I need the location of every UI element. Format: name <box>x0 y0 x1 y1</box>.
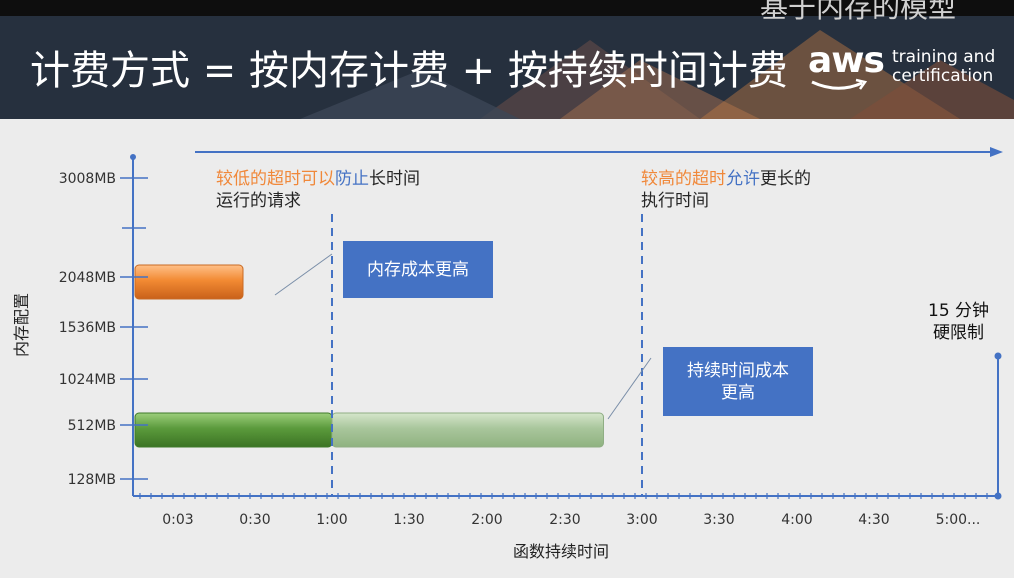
bar-0 <box>134 264 244 300</box>
high-timeout-part3: 更长的 <box>760 169 811 189</box>
logo-subtitle: training and certification <box>892 48 995 86</box>
memory-cost-text: 内存成本更高 <box>367 259 469 280</box>
header-background-shapes <box>300 30 1014 119</box>
axes <box>130 147 1003 500</box>
x-tick-label: 2:00 <box>471 512 502 528</box>
x-tick-label: 3:30 <box>703 512 734 528</box>
bars <box>134 264 604 448</box>
hard-limit-label: 15 分钟 硬限制 <box>928 300 989 344</box>
y-axis-label: 内存配置 <box>12 293 31 357</box>
bg-shape-4 <box>850 60 1014 119</box>
x-tick-label: 3:00 <box>626 512 657 528</box>
hard-limit-line2: 硬限制 <box>933 323 985 343</box>
low-timeout-line2: 运行的请求 <box>216 191 301 211</box>
slide-title: 计费方式 = 按内存计费 + 按持续时间计费 <box>30 48 788 94</box>
y-tick-label: 512MB <box>68 418 116 434</box>
y-tick-label: 128MB <box>68 472 116 488</box>
top-cropped-text: 基于内存的模型 <box>760 0 957 24</box>
bg-shape-5 <box>300 70 520 119</box>
x-tick-label: 1:30 <box>393 512 424 528</box>
aws-logo: aws <box>808 40 885 81</box>
duration-cost-line1: 持续时间成本 <box>687 360 789 381</box>
duration-cost-callout: 持续时间成本 更高 <box>663 347 813 416</box>
slide-header: 基于内存的模型 计费方式 = 按内存计费 + 按持续时间计费 aws train… <box>0 0 1014 119</box>
bg-shape-2 <box>560 60 760 119</box>
memory-callout-connector <box>274 253 333 296</box>
low-timeout-part2: 防止 <box>335 169 369 189</box>
y-axis-start-dot <box>130 154 136 160</box>
high-timeout-line2: 执行时间 <box>641 191 709 211</box>
duration-cost-line2: 更高 <box>721 382 755 403</box>
y-tick-label: 1024MB <box>59 372 116 388</box>
y-tick-label: 2048MB <box>59 270 116 286</box>
x-tick-label: 5:00... <box>936 512 981 528</box>
aws-smile-icon <box>811 78 868 90</box>
x-tick-label: 1:00 <box>316 512 347 528</box>
low-timeout-part1: 较低的超时可以 <box>216 169 335 189</box>
duration-callout-connector <box>607 357 652 420</box>
x-tick-label: 0:03 <box>162 512 193 528</box>
high-timeout-part1: 较高的超时 <box>641 169 726 189</box>
memory-cost-callout: 内存成本更高 <box>343 241 493 298</box>
bar-1 <box>134 412 333 448</box>
y-tick-label: 3008MB <box>59 171 116 187</box>
logo-subtitle-line2: certification <box>892 66 994 86</box>
reference-lines <box>274 214 1002 496</box>
top-strip <box>0 0 1014 16</box>
chart-area: 128MB 512MB 1024MB 1536MB 2048MB 3008MB 0:03 0:… <box>12 147 1003 561</box>
annotation-high-timeout: 较高的超时允许更长的 执行时间 <box>641 168 811 212</box>
ticks: 128MB 512MB 1024MB 1536MB 2048MB 3008MB 0:03 0:… <box>12 171 980 561</box>
x-tick-label: 0:30 <box>239 512 270 528</box>
bar-2 <box>331 412 604 448</box>
x-tick-label: 2:30 <box>549 512 580 528</box>
high-timeout-part2: 允许 <box>726 169 760 189</box>
y-tick-label: 1536MB <box>59 320 116 336</box>
x-tick-label: 4:00 <box>781 512 812 528</box>
x-tick-label: 4:30 <box>858 512 889 528</box>
hard-limit-line1: 15 分钟 <box>928 301 990 321</box>
low-timeout-part3: 长时间 <box>369 169 420 189</box>
hard-limit-top-dot <box>994 352 1002 360</box>
top-arrow-head <box>990 147 1003 157</box>
annotation-low-timeout: 较低的超时可以防止长时间 运行的请求 <box>216 168 420 212</box>
x-axis-label: 函数持续时间 <box>513 542 609 561</box>
logo-subtitle-line1: training and <box>892 47 996 67</box>
